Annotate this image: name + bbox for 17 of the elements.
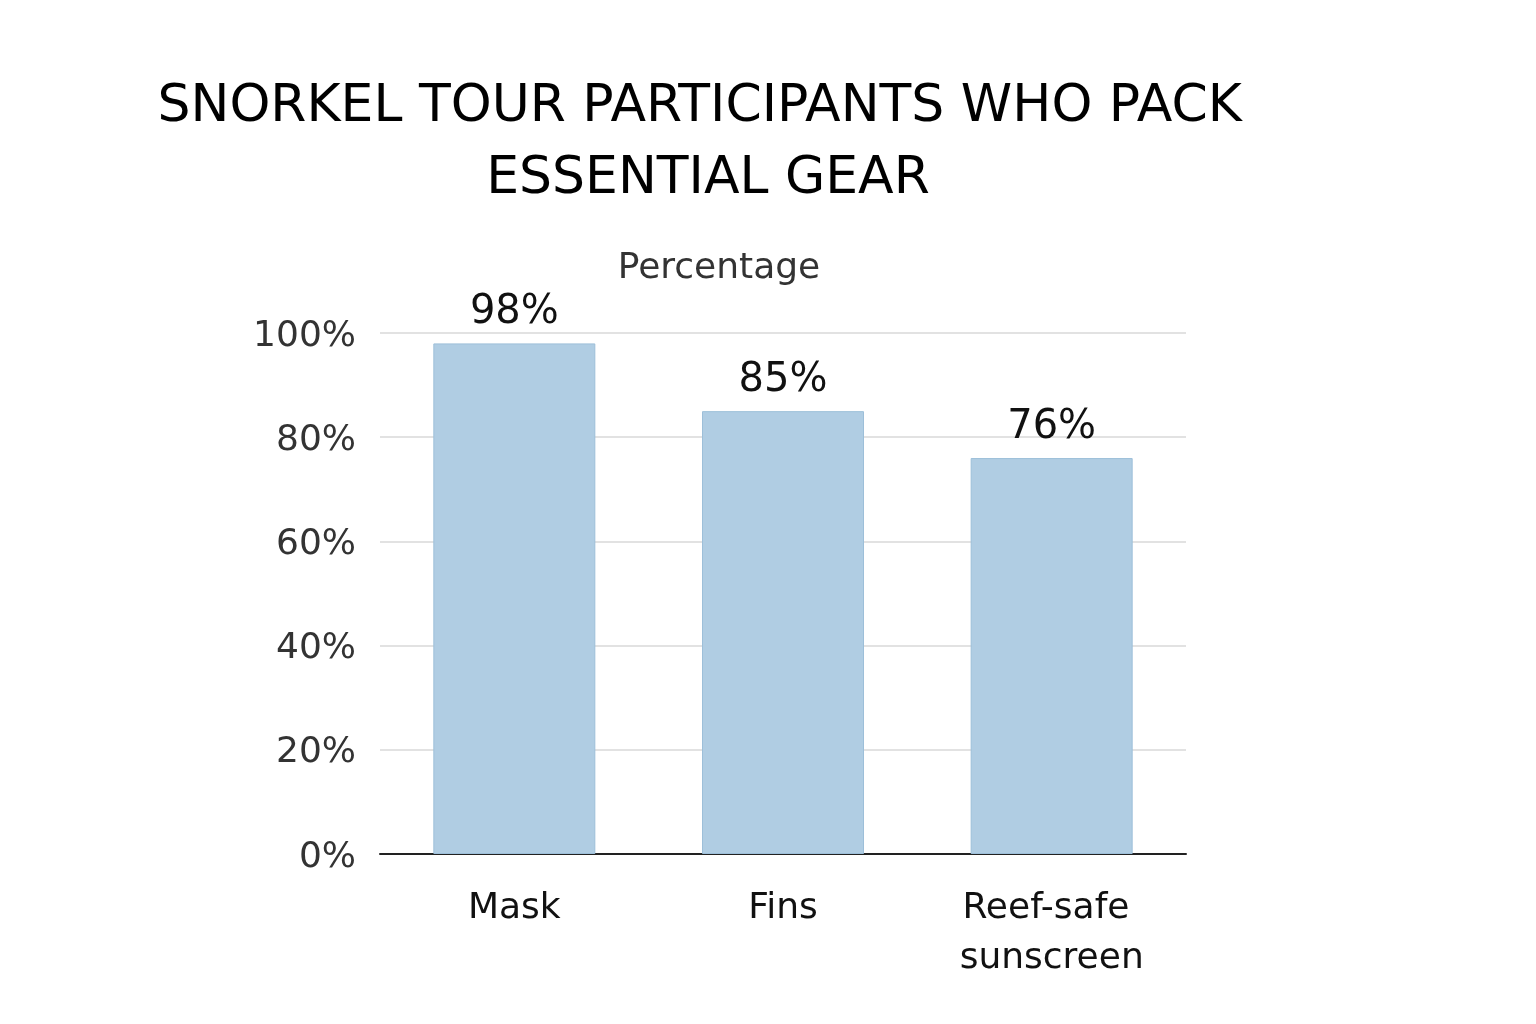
bar: [702, 411, 864, 854]
y-tick-label: 20%: [275, 729, 356, 771]
x-tick-label: Reef-safe sunscreen: [959, 884, 1144, 976]
y-tick-label: 0%: [298, 833, 356, 875]
bar: [970, 458, 1133, 854]
y-tick-label: 100%: [253, 312, 356, 354]
x-tick-label: Mask: [467, 884, 561, 926]
y-tick-label: 80%: [275, 416, 356, 458]
data-label: 76%: [1007, 401, 1097, 448]
y-tick-label: 60%: [275, 520, 356, 562]
bar: [433, 343, 596, 854]
x-tick-label: Fins: [748, 884, 818, 926]
data-label: 98%: [469, 286, 559, 333]
data-label: 85%: [738, 354, 828, 401]
chart-subtitle: Percentage: [617, 244, 821, 286]
chart-title: SNORKEL TOUR PARTICIPANTS WHO PACK ESSENTIAL GEAR: [157, 73, 1259, 205]
y-tick-label: 40%: [275, 625, 356, 667]
